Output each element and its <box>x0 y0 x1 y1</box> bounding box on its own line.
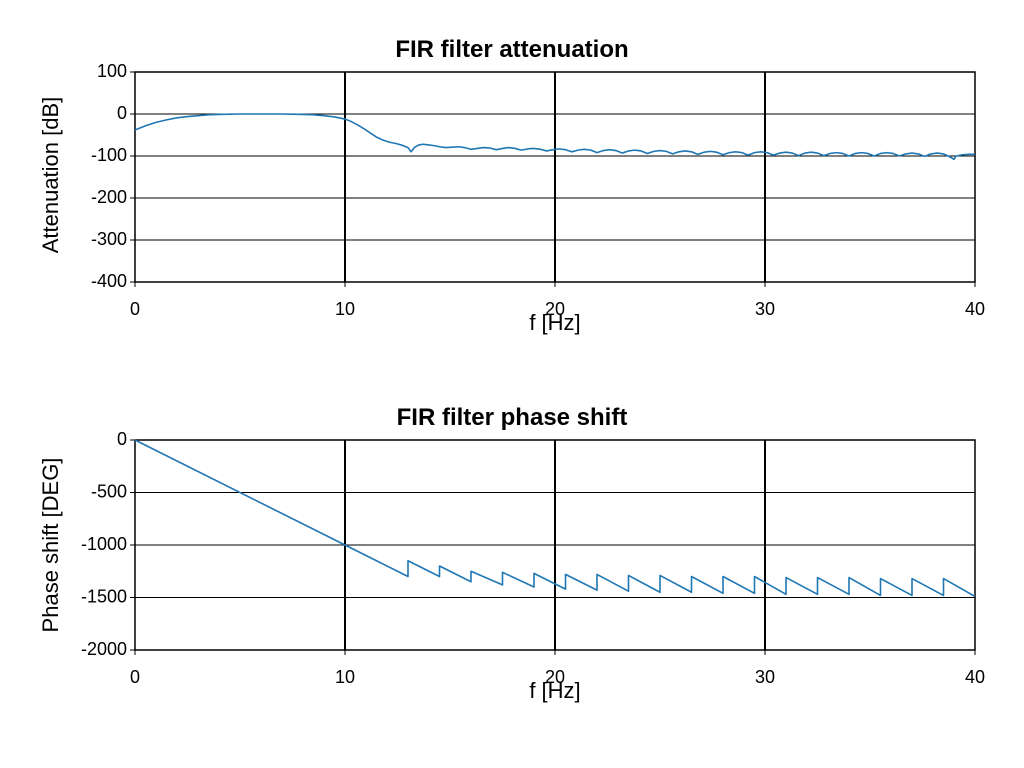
tick-label: -500 <box>91 481 127 501</box>
tick-label: -1000 <box>81 534 127 554</box>
phase-xlabel: f [Hz] <box>135 678 975 704</box>
phase-panel: FIR filter phase shift Phase shift [DEG]… <box>0 0 1024 768</box>
tick-label: -2000 <box>81 639 127 659</box>
phase-plot: -2000-1500-1000-5000010203040 <box>0 0 1024 700</box>
figure: FIR filter attenuation Attenuation [dB] … <box>0 0 1024 768</box>
tick-label: -1500 <box>81 586 127 606</box>
tick-label: 0 <box>117 429 127 449</box>
